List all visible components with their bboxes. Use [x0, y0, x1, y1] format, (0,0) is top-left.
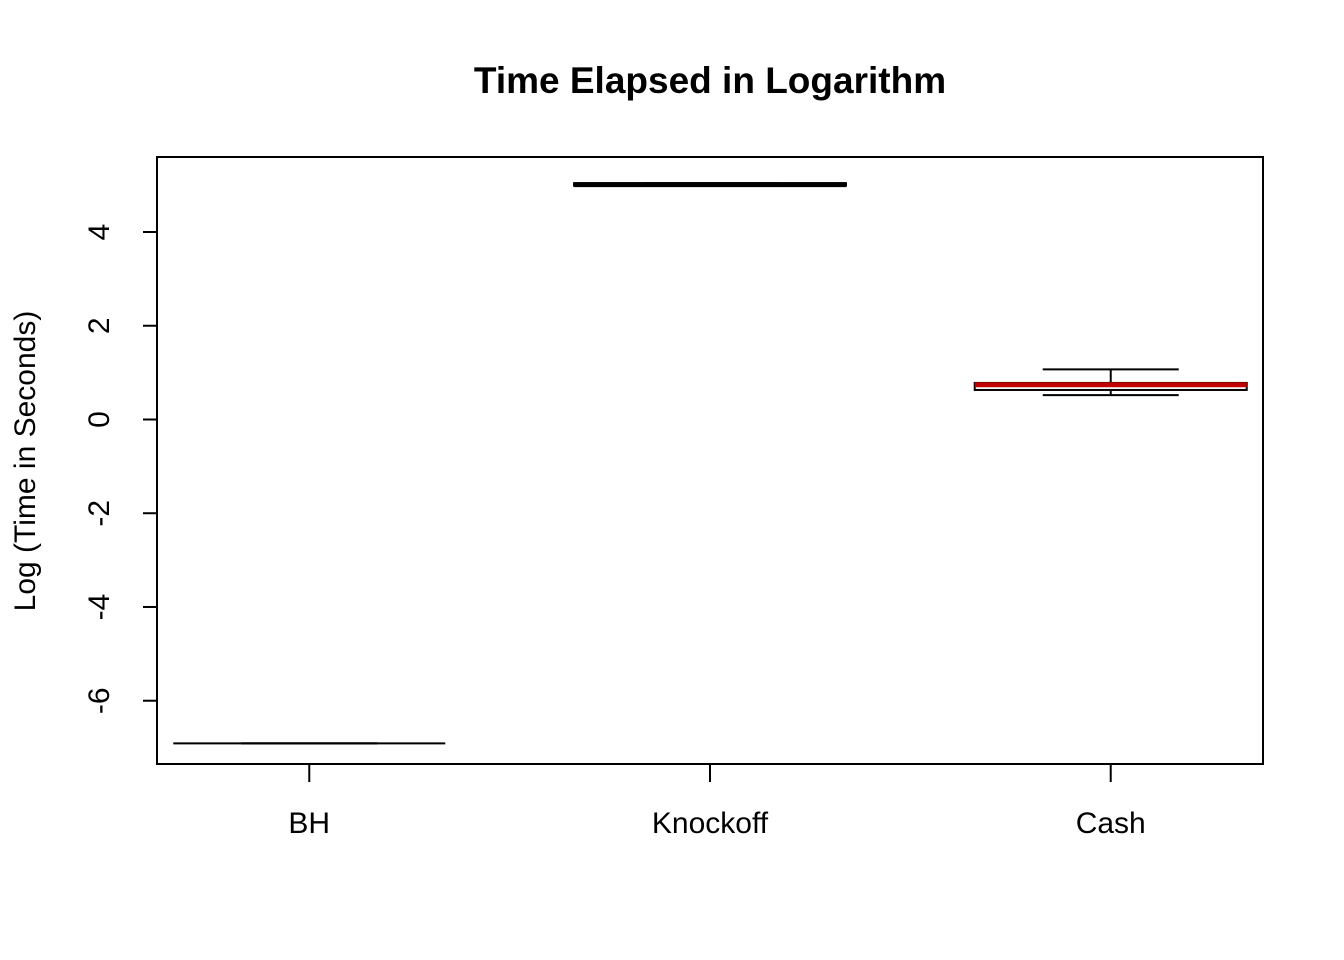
x-tick-label: Knockoff	[652, 807, 769, 840]
y-tick-label: -2	[83, 500, 116, 527]
box-knockoff	[573, 182, 847, 188]
y-tick-label: -4	[83, 594, 116, 621]
box-cash	[973, 368, 1248, 397]
y-axis-label: Log (Time in Seconds)	[9, 311, 42, 612]
x-axis: BH Knockoff Cash	[288, 764, 1146, 840]
chart-title: Time Elapsed in Logarithm	[474, 60, 946, 101]
y-tick-label: 4	[83, 224, 116, 241]
y-tick-label: -6	[83, 687, 116, 714]
box-bh	[173, 742, 446, 745]
box-series	[173, 182, 1248, 745]
y-tick-label: 2	[83, 317, 116, 334]
y-tick-label: 0	[83, 411, 116, 428]
x-tick-label: BH	[288, 807, 330, 840]
y-axis: -6 -4 -2 0 2 4	[83, 224, 157, 714]
plot-frame	[156, 156, 1264, 765]
x-tick-label: Cash	[1076, 807, 1146, 840]
